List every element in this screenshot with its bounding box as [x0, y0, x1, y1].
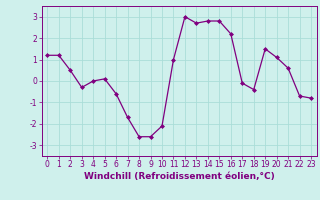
X-axis label: Windchill (Refroidissement éolien,°C): Windchill (Refroidissement éolien,°C)	[84, 172, 275, 181]
